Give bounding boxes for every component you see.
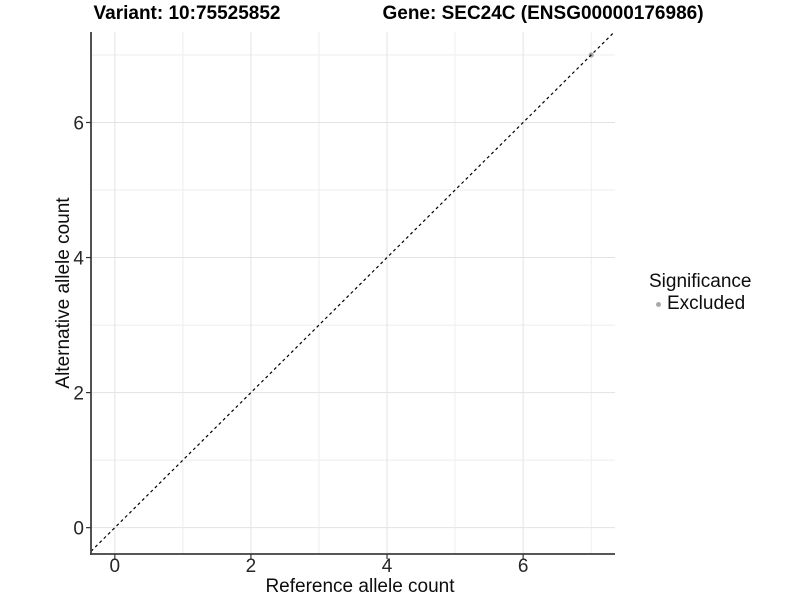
x-tick-label: 4: [382, 556, 393, 577]
y-axis-title: Alternative allele count: [53, 197, 74, 389]
y-tick-label: 6: [73, 113, 84, 134]
x-tick-label: 6: [518, 556, 529, 577]
plot-title-variant: Variant: 10:75525852: [93, 3, 281, 24]
excluded-point-icon: [649, 295, 667, 313]
identity-line: [90, 31, 615, 552]
y-tick-label: 0: [73, 519, 84, 540]
legend-title: Significance: [649, 271, 752, 292]
legend-item-excluded: Excluded: [649, 293, 751, 315]
legend: Significance Excluded: [649, 271, 751, 315]
y-tick-label: 4: [73, 249, 84, 270]
y-tick-label: 2: [73, 384, 84, 405]
x-tick-label: 0: [110, 556, 121, 577]
legend-item-label: Excluded: [667, 293, 746, 314]
x-axis-title: Reference allele count: [265, 576, 455, 597]
x-tick-label: 2: [246, 556, 257, 577]
plot-title-gene: Gene: SEC24C (ENSG00000176986): [382, 3, 704, 24]
